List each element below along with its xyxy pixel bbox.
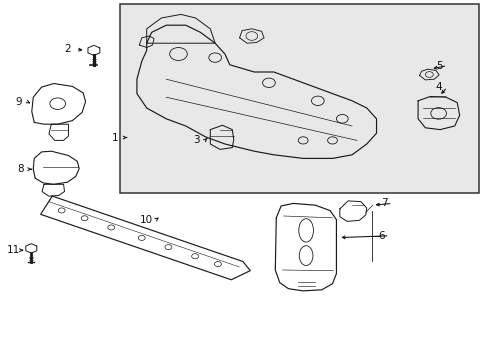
Text: 10: 10 — [140, 215, 153, 225]
Text: 7: 7 — [380, 198, 387, 208]
Text: 11: 11 — [7, 245, 20, 255]
Text: 1: 1 — [112, 132, 119, 143]
Text: 4: 4 — [435, 82, 442, 92]
Bar — [120, 4, 478, 193]
Text: 3: 3 — [193, 135, 200, 145]
Text: 9: 9 — [15, 96, 22, 107]
Text: 8: 8 — [17, 164, 24, 174]
Text: 6: 6 — [377, 231, 384, 241]
Text: 2: 2 — [64, 44, 71, 54]
Text: 5: 5 — [435, 60, 442, 71]
